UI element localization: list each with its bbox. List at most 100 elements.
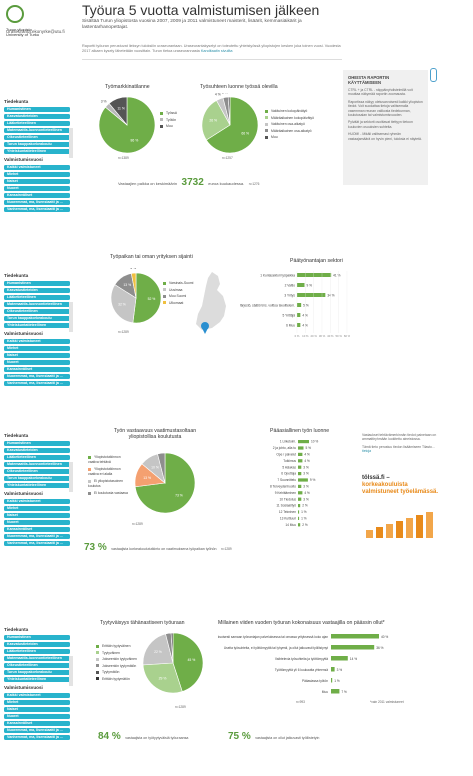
sidebar-scrollbar[interactable]	[69, 462, 73, 492]
bar-category-label: 9 Kehittäminen	[275, 491, 296, 495]
logo-line-1: Turun yliopisto	[6, 27, 32, 32]
graduation-filter-item[interactable]: Nuoret	[4, 714, 70, 719]
promo-banner[interactable]: tölssä.fi – korkeakouluista valmistuneet…	[362, 475, 442, 555]
faculty-filter-item[interactable]: Matemaattis-luonnontieteellinen	[4, 302, 70, 307]
legend-label: Jokseenkin tyytymätön	[102, 663, 137, 668]
bar-value-label: 4 %	[304, 453, 310, 457]
finland-shape	[196, 272, 226, 330]
graduation-filter-item[interactable]: Kaikki valmistuneet	[4, 165, 70, 170]
graduation-filter-item[interactable]: Miehet	[4, 506, 70, 511]
graduation-filter-item[interactable]: Kansainväliset	[4, 193, 70, 198]
bar	[298, 465, 302, 469]
bar-category-label: Tutkimus	[283, 459, 296, 463]
graduation-filter-item[interactable]: Naiset	[4, 179, 70, 184]
bar	[298, 516, 300, 520]
faculty-filter-item[interactable]: Yhteiskuntatieteellinen	[4, 677, 70, 682]
graduation-filter-item[interactable]: Kaikki valmistuneet	[4, 499, 70, 504]
axis-tick-label: 0 %	[295, 334, 300, 338]
university-logo: Turun yliopisto University of Turku	[6, 5, 68, 37]
faculty-filter-item[interactable]: Oikeustieteellinen	[4, 469, 70, 474]
graduation-filter-item[interactable]: Nuoret	[4, 360, 70, 365]
faculty-filter-item[interactable]: Kasvatustieteiden	[4, 642, 70, 647]
faculty-filter-item[interactable]: Kasvatustieteiden	[4, 114, 70, 119]
faculty-filter-item[interactable]: Turun kauppakorkeakoulu	[4, 142, 70, 147]
bar	[298, 491, 303, 495]
faculty-filter-item[interactable]: Oikeustieteellinen	[4, 135, 70, 140]
faculty-filter-item[interactable]: Lääketieteellinen	[4, 295, 70, 300]
stat-value: 75 %	[228, 731, 251, 742]
pie-slice	[142, 662, 183, 694]
graduation-filter-item[interactable]: Miehet	[4, 172, 70, 177]
graduation-filter-item[interactable]: Naiset	[4, 707, 70, 712]
faculty-filter-item[interactable]: Yhteiskuntatieteellinen	[4, 323, 70, 328]
legend-label: Yliopistotutkinnon vaativa tehtävä	[88, 455, 121, 464]
faculty-filter-item[interactable]: Turun kauppakorkeakoulu	[4, 316, 70, 321]
legend-item: Ei yliopistotasoinen koulutus	[88, 479, 130, 489]
graduation-filter-item[interactable]: Vanhemmat, ma, lisensiaatti ja ...	[4, 735, 70, 740]
graduation-filter-item[interactable]: Kaikki valmistuneet	[4, 693, 70, 698]
faculty-filter-item[interactable]: Yhteiskuntatieteellinen	[4, 483, 70, 488]
faculty-filter-item[interactable]: Turun kauppakorkeakoulu	[4, 476, 70, 481]
page-subtitle: Sisältää Turun yliopistosta vuosina 2007…	[82, 19, 302, 30]
graduation-filter-item[interactable]: Vanhemmat, ma, lisensiaatti ja ...	[4, 541, 70, 546]
graduation-filter-item[interactable]: Vanhemmat, ma, lisensiaatti ja ...	[4, 381, 70, 386]
graduation-filter-item[interactable]: Kansainväliset	[4, 527, 70, 532]
graduation-filter-item[interactable]: Kansainväliset	[4, 367, 70, 372]
graduation-filter-item[interactable]: Nuoremmat, ma, lisensiaatti ja ...	[4, 534, 70, 539]
filter-sidebar: Tiedekunta Humanistinen Kasvatustieteiden L…	[4, 98, 70, 212]
n-label: n=1289	[132, 522, 143, 526]
bar-value-label: 2 %	[302, 504, 308, 508]
faculty-filter-item[interactable]: Humanistinen	[4, 107, 70, 112]
faculty-filter-item[interactable]: Humanistinen	[4, 635, 70, 640]
faculty-filter-item[interactable]: Humanistinen	[4, 441, 70, 446]
graduation-filter-item[interactable]: Miehet	[4, 700, 70, 705]
graduation-filter-item[interactable]: Vanhemmat, ma, lisensiaatti ja ...	[4, 207, 70, 212]
legend-item: Erittäin tyytyväinen	[96, 643, 137, 650]
graduation-filter-item[interactable]: Nuoremmat, ma, lisensiaatti ja ...	[4, 200, 70, 205]
sidebar-scrollbar[interactable]	[69, 656, 73, 686]
graduation-filter-item[interactable]: Nuoret	[4, 186, 70, 191]
promo-heading: tölssä.fi –	[362, 475, 390, 481]
faculty-filter-item[interactable]: Kasvatustieteiden	[4, 448, 70, 453]
axis-tick-label: 60 %	[344, 334, 350, 338]
sidebar-scrollbar[interactable]	[69, 302, 73, 332]
faculty-filter-item[interactable]: Matemaattis-luonnontieteellinen	[4, 128, 70, 133]
bar-category-label: 14 Muu	[285, 523, 296, 527]
faculty-filter-item[interactable]: Matemaattis-luonnontieteellinen	[4, 462, 70, 467]
graduation-filter-item[interactable]: Miehet	[4, 346, 70, 351]
sidebar-scrollbar[interactable]	[69, 128, 73, 158]
graduation-filter-item[interactable]: Nuoremmat, ma, lisensiaatti ja ...	[4, 374, 70, 379]
bar-value-label: 4 %	[304, 491, 310, 495]
filter-sidebar: Tiedekunta Humanistinen Kasvatustieteiden L…	[4, 272, 70, 386]
graduation-filter-item[interactable]: Nuoremmat, ma, lisensiaatti ja ...	[4, 728, 70, 733]
pie-slice-label: 11 %	[117, 107, 124, 111]
faculty-filter-item[interactable]: Turun kauppakorkeakoulu	[4, 670, 70, 675]
side-note-link[interactable]: tietoja	[362, 449, 372, 454]
promo-shape	[366, 530, 373, 538]
faculty-filter-item[interactable]: Yhteiskuntatieteellinen	[4, 149, 70, 154]
intro-link[interactable]: Kanditaatin sivuilta	[200, 49, 233, 53]
legend-item: Muu	[265, 134, 314, 141]
contact-email[interactable]: Uraseuranta.ekonyrke@utu.fi	[6, 29, 65, 34]
chart-title-employment-type: Työsuhteen luonne työssä olevilla	[200, 84, 278, 90]
bar	[298, 497, 302, 501]
faculty-filter-item[interactable]: Humanistinen	[4, 281, 70, 286]
faculty-filter-item[interactable]: Oikeustieteellinen	[4, 309, 70, 314]
faculty-filter-item[interactable]: Lääketieteellinen	[4, 121, 70, 126]
bar	[298, 459, 303, 463]
graduation-filter-item[interactable]: Kaikki valmistuneet	[4, 339, 70, 344]
graduation-filter-item[interactable]: Nuoret	[4, 520, 70, 525]
faculty-filter-item[interactable]: Oikeustieteellinen	[4, 663, 70, 668]
faculty-filter-item[interactable]: Kasvatustieteiden	[4, 288, 70, 293]
graduation-filter-item[interactable]: Naiset	[4, 353, 70, 358]
graduation-filter-item[interactable]: Naiset	[4, 513, 70, 518]
faculty-filter-item[interactable]: Lääketieteellinen	[4, 649, 70, 654]
job-nature-bar-chart: 1 Liiketoim. 10 % 2 ja johto, alla tu 5 % Op…	[270, 440, 318, 527]
pie-slice	[227, 96, 231, 126]
faculty-filter-item[interactable]: Lääketieteellinen	[4, 455, 70, 460]
faculty-filter-title: Tiedekunta	[4, 433, 29, 438]
graduation-filter-item[interactable]: Kansainväliset	[4, 721, 70, 726]
bar-category-label: 1 Kuntasektori työpaikka	[260, 274, 295, 278]
intro-text: Raportti työuran perustuvat lieksyn tulo…	[82, 44, 342, 54]
faculty-filter-item[interactable]: Matemaattis-luonnontieteellinen	[4, 656, 70, 661]
